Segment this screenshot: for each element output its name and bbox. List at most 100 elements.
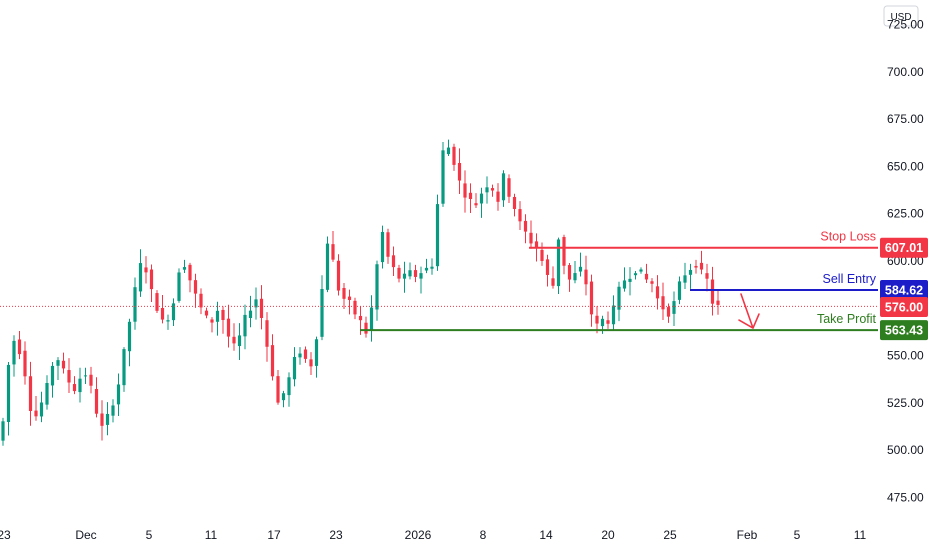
candle-body [94, 388, 99, 414]
currency-label: USD [890, 12, 911, 23]
candle-body [705, 273, 709, 279]
candle-body [204, 310, 209, 316]
candle-body [347, 296, 352, 301]
candle-body [83, 375, 88, 377]
current-price: 576.00 [885, 301, 923, 315]
candle-body [699, 262, 704, 270]
candle-body [303, 349, 308, 359]
candle-body [496, 191, 500, 202]
candle-body [56, 360, 60, 366]
x-tick-label: Feb [737, 528, 758, 542]
candle-body [314, 339, 319, 366]
candle-body [331, 244, 335, 260]
candle-body [127, 321, 132, 352]
take-profit-price: 563.43 [885, 324, 923, 338]
candle-body [501, 173, 506, 201]
y-tick-label: 675.00 [887, 112, 924, 126]
candle-body [281, 393, 286, 401]
candle-body [446, 147, 451, 155]
candle-body [666, 307, 671, 317]
candle-body [265, 320, 269, 347]
candle-body [589, 281, 594, 315]
candles [1, 139, 720, 446]
candle-body [562, 236, 566, 266]
candle-body [199, 293, 203, 308]
y-tick-label: 525.00 [887, 396, 924, 410]
candle-body [122, 349, 126, 386]
candle-body [111, 405, 115, 416]
candle-body [534, 241, 539, 249]
candle-body [413, 270, 418, 277]
candle-body [309, 359, 313, 367]
candle-body [336, 260, 341, 291]
y-tick-label: 725.00 [887, 18, 924, 32]
x-tick-label: Dec [75, 528, 96, 542]
candle-body [677, 281, 682, 300]
candle-body [386, 232, 390, 257]
candle-body [424, 267, 429, 271]
candle-body [468, 192, 473, 200]
candle-body [655, 286, 660, 299]
candle-body [221, 309, 225, 321]
x-tick-label: 23 [0, 528, 11, 542]
candle-body [622, 280, 627, 289]
candle-body [683, 275, 687, 283]
candle-body [408, 270, 412, 277]
candle-body [639, 269, 643, 272]
candle-body [105, 413, 110, 425]
candle-body [50, 365, 55, 386]
down-arrow-icon [738, 293, 760, 329]
candle-body [39, 402, 44, 417]
candle-body [61, 360, 66, 369]
candle-body [100, 413, 104, 426]
y-tick-label: 700.00 [887, 65, 924, 79]
candle-body [149, 269, 154, 290]
candle-body [1, 421, 5, 441]
candle-body [556, 239, 561, 287]
candle-body [479, 193, 484, 204]
candle-body [45, 382, 49, 405]
candle-body [276, 376, 280, 403]
candle-body [485, 187, 489, 193]
x-tick-label: 11 [205, 528, 218, 542]
candle-body [688, 269, 693, 275]
candle-body [23, 350, 27, 377]
candle-body [397, 267, 401, 279]
candle-body [270, 345, 275, 377]
candle-body [617, 286, 621, 310]
sell-entry-price-tag: 584.62 [880, 280, 928, 301]
candle-body [584, 269, 588, 285]
current-price-tag: 576.00 [880, 297, 928, 318]
x-tick-label: 20 [601, 528, 615, 542]
candle-body [248, 310, 253, 319]
candle-body [259, 298, 264, 318]
candle-body [600, 318, 605, 327]
candle-body [188, 264, 192, 281]
candle-body [342, 287, 346, 299]
candle-body [17, 339, 22, 355]
candle-body [694, 265, 698, 268]
candle-body [116, 384, 121, 405]
x-tick-label: 17 [267, 528, 281, 542]
x-tick-label: 14 [539, 528, 553, 542]
candle-body [325, 243, 330, 290]
candle-body [210, 319, 214, 323]
candle-body [237, 335, 242, 347]
currency-badge[interactable] [883, 5, 919, 27]
sell-entry-price: 584.62 [885, 284, 923, 298]
candle-body [72, 384, 77, 392]
candle-body [133, 287, 137, 322]
trade-levels: Stop Loss Sell Entry Take Profit [0, 230, 878, 332]
candle-body [545, 259, 550, 275]
candle-body [243, 314, 247, 337]
candle-body [254, 299, 258, 308]
candle-body [644, 273, 649, 280]
candle-body [380, 231, 385, 263]
candle-body [232, 336, 236, 344]
x-tick-label: 2026 [405, 528, 432, 542]
candle-body [474, 203, 478, 206]
y-tick-label: 650.00 [887, 159, 924, 173]
candle-body [518, 209, 522, 222]
price-axis: USD 725.00700.00675.00650.00625.00600.00… [880, 5, 928, 504]
candle-body [490, 188, 495, 191]
